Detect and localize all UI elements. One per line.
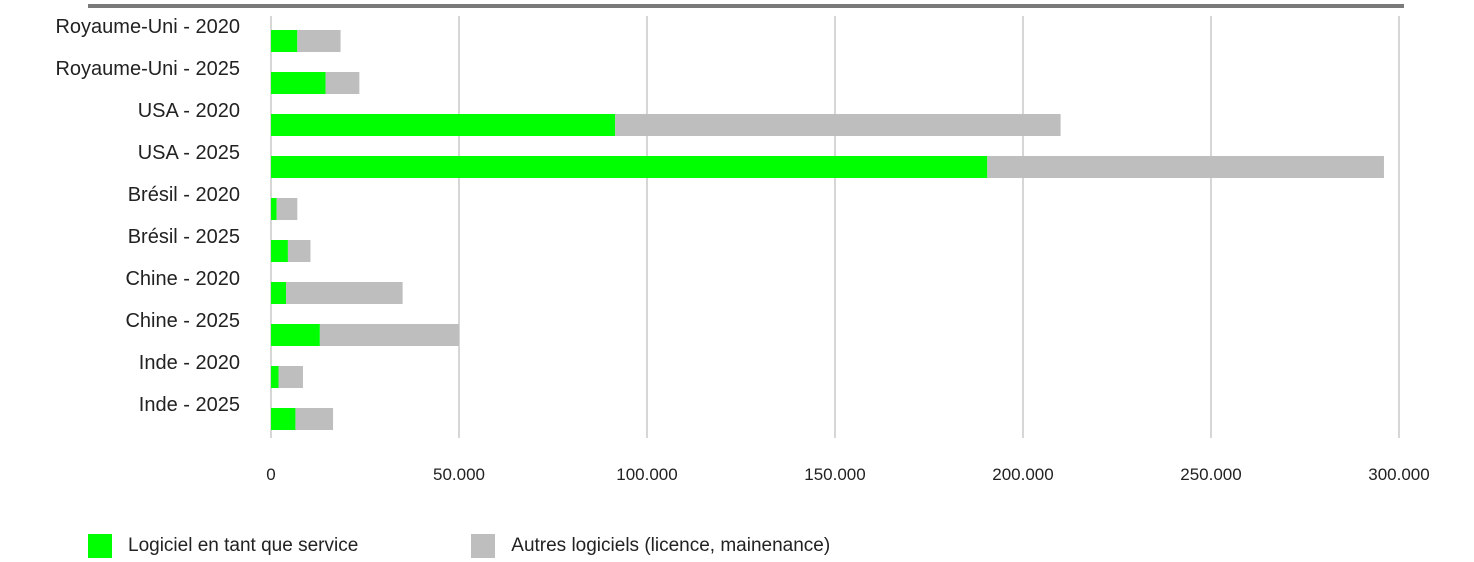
legend: Logiciel en tant que service Autres logi… bbox=[88, 534, 943, 558]
category-label: Royaume-Uni - 2020 bbox=[55, 16, 240, 38]
bar-saas bbox=[271, 30, 298, 52]
category-label: Chine - 2020 bbox=[125, 268, 240, 290]
bar-saas bbox=[271, 72, 326, 94]
bars bbox=[271, 30, 1384, 430]
legend-item-saas: Logiciel en tant que service bbox=[88, 534, 358, 558]
bar-other bbox=[295, 408, 334, 430]
bar-other bbox=[615, 114, 1061, 136]
category-label: Royaume-Uni - 2025 bbox=[55, 58, 240, 80]
gridlines bbox=[270, 16, 1400, 438]
bar-saas bbox=[271, 156, 988, 178]
category-label: Inde - 2020 bbox=[139, 352, 240, 374]
category-label: Brésil - 2020 bbox=[128, 184, 240, 206]
legend-label-other: Autres logiciels (licence, mainenance) bbox=[511, 535, 831, 556]
x-tick-label: 300.000 bbox=[1368, 465, 1429, 484]
bar-saas bbox=[271, 240, 288, 262]
bar-saas bbox=[271, 408, 296, 430]
x-tick-labels: 0 50.000 100.000 150.000 200.000 250.000 300.0… bbox=[266, 465, 1429, 484]
bar-saas bbox=[271, 198, 277, 220]
x-tick-label: 0 bbox=[266, 465, 275, 484]
legend-item-other: Autres logiciels (licence, mainenance) bbox=[471, 534, 830, 558]
bar-other bbox=[987, 156, 1384, 178]
x-tick-label: 100.000 bbox=[616, 465, 677, 484]
legend-label-saas: Logiciel en tant que service bbox=[128, 535, 359, 556]
bar-other bbox=[319, 324, 459, 346]
x-tick-label: 50.000 bbox=[433, 465, 485, 484]
category-label: USA - 2020 bbox=[138, 100, 240, 122]
bar-saas bbox=[271, 282, 287, 304]
bar-other bbox=[325, 72, 360, 94]
bar-other bbox=[278, 366, 303, 388]
stacked-bar-chart: Royaume-Uni - 2020 Royaume-Uni - 2025 USA … bbox=[55, 4, 1430, 484]
bar-other bbox=[287, 240, 311, 262]
bar-saas bbox=[271, 366, 279, 388]
bar-other bbox=[286, 282, 403, 304]
x-tick-label: 200.000 bbox=[992, 465, 1053, 484]
x-tick-label: 250.000 bbox=[1180, 465, 1241, 484]
bar-other bbox=[276, 198, 298, 220]
category-label: Chine - 2025 bbox=[125, 310, 240, 332]
category-labels: Royaume-Uni - 2020 Royaume-Uni - 2025 USA … bbox=[55, 16, 240, 416]
category-label: Brésil - 2025 bbox=[128, 226, 240, 248]
x-tick-label: 150.000 bbox=[804, 465, 865, 484]
bar-saas bbox=[271, 324, 320, 346]
bar-other bbox=[297, 30, 341, 52]
category-label: USA - 2025 bbox=[138, 142, 240, 164]
legend-swatch-other bbox=[471, 534, 496, 558]
category-label: Inde - 2025 bbox=[139, 394, 240, 416]
bar-saas bbox=[271, 114, 616, 136]
legend-swatch-saas bbox=[88, 534, 112, 558]
